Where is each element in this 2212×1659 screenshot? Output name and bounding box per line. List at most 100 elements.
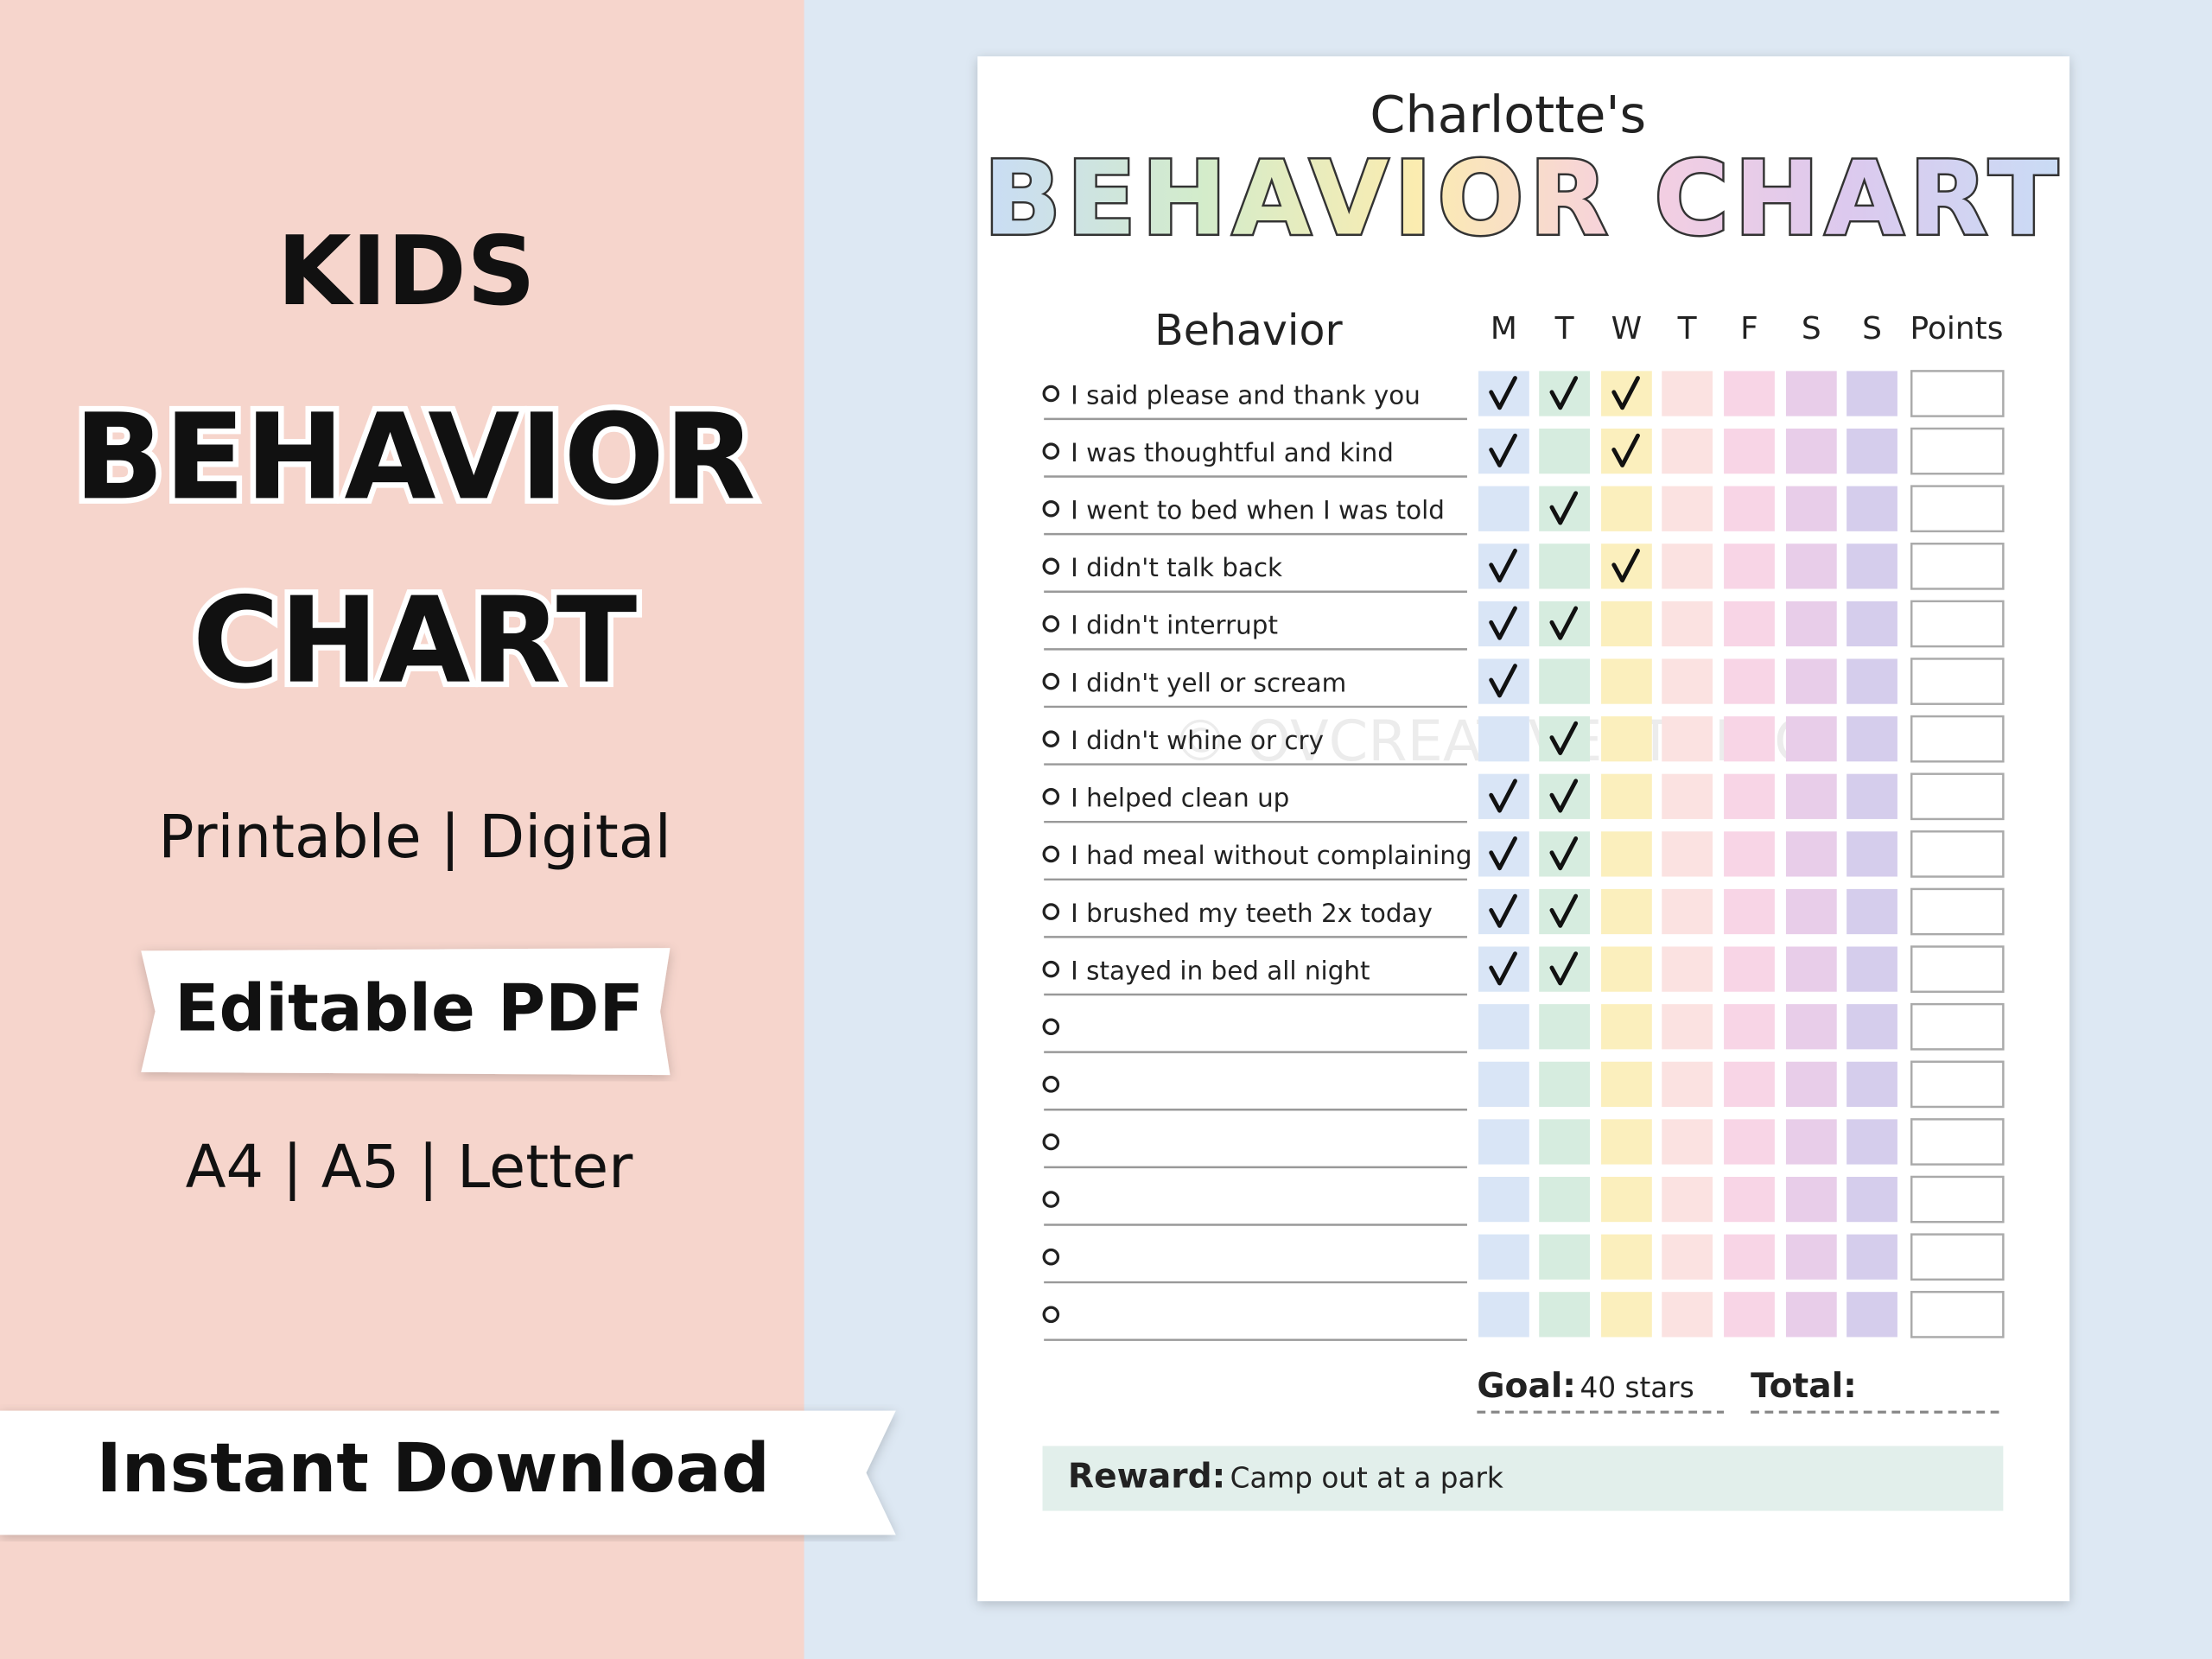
day-cell	[1785, 773, 1837, 819]
day-cell	[1601, 773, 1652, 819]
bullet	[1042, 1133, 1060, 1151]
behavior-label: I helped clean up	[1071, 784, 1289, 813]
points-box	[1910, 1060, 2005, 1109]
points-box	[1910, 1002, 2005, 1051]
bullet	[1042, 385, 1060, 403]
day-cell	[1662, 1119, 1713, 1165]
day-cell	[1662, 371, 1713, 416]
day-cell	[1601, 1292, 1652, 1338]
behavior-label: I didn't talk back	[1071, 553, 1282, 582]
day-cell	[1478, 773, 1529, 819]
day-cell	[1539, 773, 1590, 819]
day-cell	[1539, 831, 1590, 877]
day-cell	[1847, 1061, 1897, 1107]
banner: Instant Download	[97, 1429, 770, 1508]
day-cell	[1478, 1292, 1529, 1338]
check-mark	[1489, 951, 1517, 986]
day-cell	[1724, 1176, 1775, 1223]
day-cell	[1601, 428, 1652, 474]
day-cell	[1601, 1004, 1652, 1050]
day-cell	[1724, 1234, 1775, 1280]
day-cell	[1478, 371, 1529, 416]
points-header: Points	[1910, 311, 2004, 346]
check-mark	[1611, 376, 1640, 410]
day-cell	[1785, 1234, 1837, 1280]
day-cell	[1724, 888, 1775, 935]
day-cell	[1601, 716, 1652, 762]
day-cell	[1662, 1176, 1713, 1223]
day-header: F	[1740, 311, 1758, 346]
points-box	[1910, 600, 2005, 648]
day-cell	[1847, 888, 1897, 935]
check-mark	[1489, 606, 1517, 640]
reward-value: Camp out at a park	[1230, 1462, 1503, 1495]
day-cell	[1539, 1119, 1590, 1165]
day-cell	[1785, 946, 1837, 992]
day-cell	[1601, 658, 1652, 704]
bullet	[1042, 1076, 1060, 1093]
check-mark	[1489, 664, 1517, 698]
day-cell	[1478, 1004, 1529, 1050]
day-cell	[1785, 888, 1837, 935]
day-cell	[1724, 773, 1775, 819]
behavior-label: I had meal without complaining	[1071, 841, 1471, 870]
kicker: KIDS	[276, 216, 535, 327]
day-cell	[1601, 1176, 1652, 1223]
day-cell	[1785, 486, 1837, 531]
formats: Printable | Digital	[158, 803, 671, 872]
behavior-label: I stayed in bed all night	[1071, 956, 1370, 985]
day-cell	[1539, 888, 1590, 935]
points-box	[1910, 1118, 2005, 1166]
day-cell	[1724, 428, 1775, 474]
day-cell	[1724, 1119, 1775, 1165]
day-cell	[1785, 428, 1837, 474]
owner: Charlotte's	[1370, 85, 1646, 144]
points-box	[1910, 542, 2005, 590]
day-cell	[1539, 1176, 1590, 1223]
left-panel	[0, 0, 804, 1659]
day-cell	[1539, 1234, 1590, 1280]
behavior-label: I didn't yell or scream	[1071, 668, 1346, 697]
day-cell	[1785, 831, 1837, 877]
check-mark	[1549, 836, 1579, 871]
headline: CHART	[193, 573, 637, 710]
day-cell	[1847, 658, 1897, 704]
points-box	[1910, 715, 2005, 763]
points-box	[1910, 427, 2005, 475]
day-cell	[1847, 486, 1897, 531]
day-cell	[1539, 543, 1590, 589]
day-cell	[1478, 1119, 1529, 1165]
day-cell	[1662, 888, 1713, 935]
day-cell	[1847, 716, 1897, 762]
day-cell	[1539, 486, 1590, 531]
day-cell	[1785, 1292, 1837, 1338]
day-cell	[1724, 601, 1775, 647]
check-mark	[1489, 836, 1517, 871]
check-mark	[1549, 779, 1579, 813]
check-mark	[1489, 893, 1517, 928]
day-cell	[1785, 716, 1837, 762]
day-cell	[1601, 888, 1652, 935]
points-box	[1910, 1290, 2005, 1338]
behavior-label: I didn't whine or cry	[1071, 726, 1324, 755]
day-cell	[1847, 1234, 1897, 1280]
day-cell	[1539, 371, 1590, 416]
day-cell	[1478, 831, 1529, 877]
day-cell	[1724, 1292, 1775, 1338]
day-cell	[1724, 371, 1775, 416]
day-cell	[1539, 1292, 1590, 1338]
day-cell	[1601, 486, 1652, 531]
day-cell	[1601, 1119, 1652, 1165]
behavior-label: I didn't interrupt	[1071, 611, 1278, 640]
day-cell	[1847, 1004, 1897, 1050]
badge-ribbon	[141, 948, 671, 1076]
bullet	[1042, 557, 1060, 575]
day-cell	[1662, 601, 1713, 647]
day-cell	[1601, 543, 1652, 589]
behavior-label: I went to bed when I was told	[1071, 496, 1445, 525]
points-box	[1910, 658, 2005, 705]
day-cell	[1478, 658, 1529, 704]
check-mark	[1549, 951, 1579, 986]
day-cell	[1724, 486, 1775, 531]
